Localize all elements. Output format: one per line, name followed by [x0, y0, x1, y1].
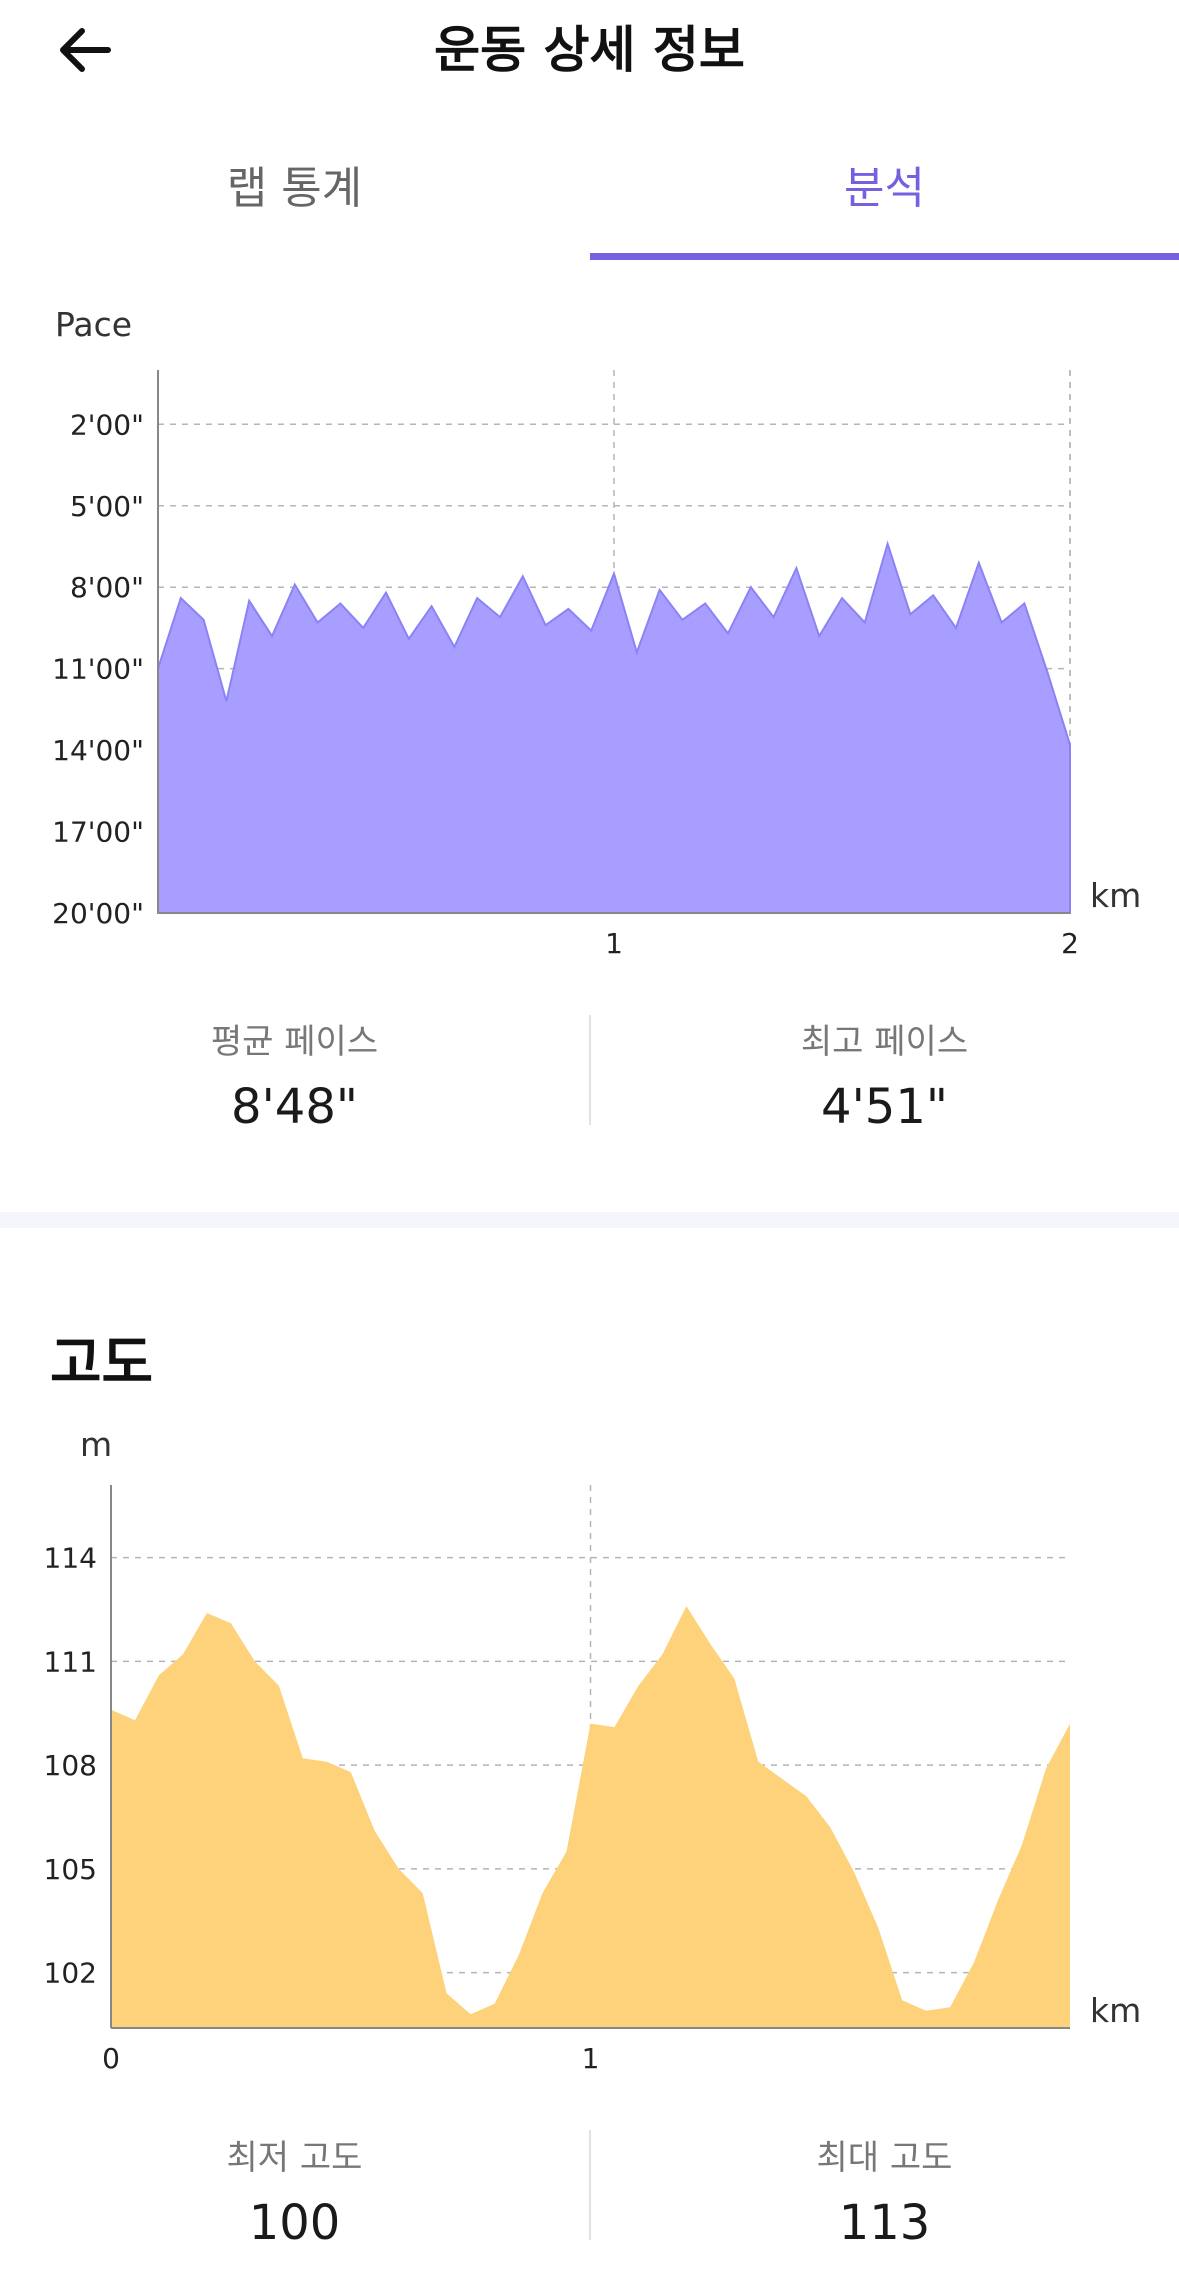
x-tick-label: 0	[102, 2042, 120, 2070]
x-unit-label: km	[1090, 876, 1141, 915]
avg-pace-label: 평균 페이스	[210, 1022, 379, 1062]
min-elevation-label: 최저 고도	[226, 2138, 363, 2178]
active-tab-indicator	[590, 253, 1179, 260]
y-tick-label: 17'00"	[52, 816, 144, 849]
y-tick-label: 20'00"	[52, 897, 144, 930]
elevation-chart-svg: 114 111 108 105 102 0 1 km	[44, 1485, 1141, 2070]
best-pace-label: 최고 페이스	[800, 1022, 969, 1062]
pace-chart-svg: 2'00" 5'00" 8'00" 11'00" 14'00" 17'00" 20'00" 1…	[52, 370, 1141, 960]
y-tick-label: 105	[44, 1853, 97, 1886]
elevation-stats-divider	[589, 2130, 591, 2240]
page-title: 운동 상세 정보	[434, 21, 745, 79]
elevation-chart: 114 111 108 105 102 0 1 km	[0, 1470, 1179, 2070]
avg-pace-stat: 평균 페이스 8'48"	[0, 1014, 589, 1135]
min-elevation-stat: 최저 고도 100	[0, 2130, 589, 2251]
max-elevation-label: 최대 고도	[816, 2138, 953, 2178]
back-button[interactable]	[50, 18, 120, 82]
y-tick-label: 11'00"	[52, 653, 144, 686]
back-arrow-icon	[60, 28, 111, 72]
x-unit-label: km	[1090, 1991, 1141, 2030]
y-tick-label: 14'00"	[52, 734, 144, 767]
max-elevation-value: 113	[838, 2195, 931, 2251]
y-tick-label: 5'00"	[70, 490, 144, 523]
tab-bar: 랩 통계 분석	[0, 130, 1179, 260]
best-pace-value: 4'51"	[821, 1079, 948, 1135]
elevation-title: 고도	[50, 1331, 154, 1396]
avg-pace-value: 8'48"	[231, 1079, 358, 1135]
section-separator	[0, 1212, 1179, 1228]
pace-unit-label: Pace	[55, 305, 133, 344]
y-tick-label: 111	[44, 1645, 97, 1678]
y-tick-label: 102	[44, 1957, 97, 1990]
x-tick-label: 1	[582, 2042, 600, 2070]
pace-area	[157, 540, 1071, 914]
x-tick-label: 1	[605, 927, 623, 960]
y-tick-label: 2'00"	[70, 408, 144, 441]
app-header: 운동 상세 정보	[0, 0, 1179, 100]
max-elevation-stat: 최대 고도 113	[590, 2130, 1179, 2251]
pace-chart: 2'00" 5'00" 8'00" 11'00" 14'00" 17'00" 20'00" 1…	[0, 360, 1179, 960]
elevation-unit-label: m	[80, 1425, 113, 1464]
pace-stats-divider	[589, 1015, 591, 1125]
tab-analysis[interactable]: 분석	[844, 163, 925, 214]
y-tick-label: 114	[44, 1542, 97, 1575]
tab-lap-stats[interactable]: 랩 통계	[226, 163, 363, 214]
y-tick-label: 8'00"	[70, 571, 144, 604]
y-tick-label: 108	[44, 1749, 97, 1782]
x-tick-label: 2	[1061, 927, 1079, 960]
best-pace-stat: 최고 페이스 4'51"	[590, 1014, 1179, 1135]
scrolled-section-title-fragment	[76, 260, 196, 268]
elevation-area	[111, 1606, 1070, 2028]
min-elevation-value: 100	[248, 2195, 341, 2251]
